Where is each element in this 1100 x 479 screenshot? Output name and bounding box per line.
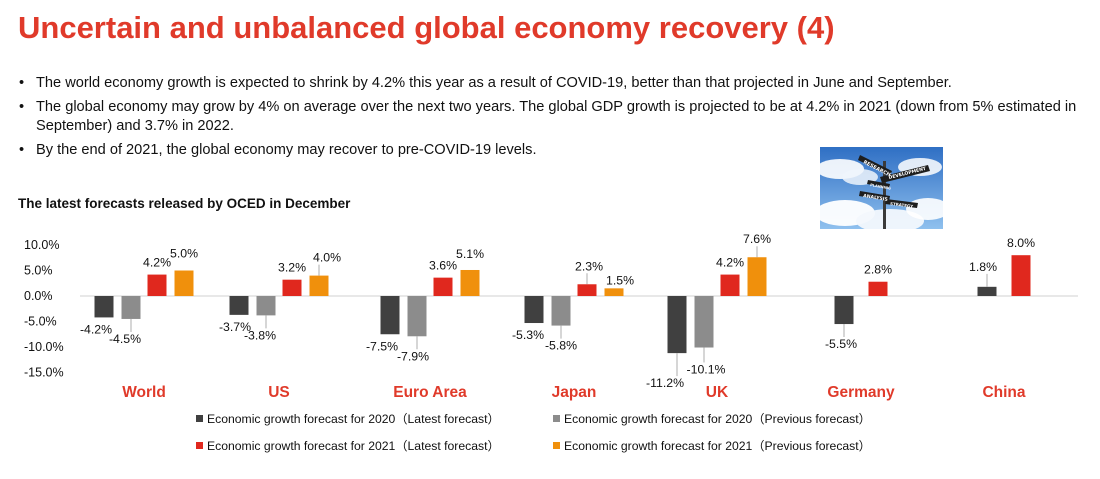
data-label: -11.2% xyxy=(646,376,684,390)
legend-label: Economic growth forecast for 2021（Previo… xyxy=(564,439,871,453)
bullet-item: The world economy growth is expected to … xyxy=(18,74,1086,93)
legend-item: Economic growth forecast for 2020（Previo… xyxy=(553,409,871,427)
x-category-label: World xyxy=(122,384,166,401)
legend-item: Economic growth forecast for 2020（Latest… xyxy=(196,409,500,427)
legend-swatch xyxy=(196,414,203,422)
bar xyxy=(309,275,329,296)
data-label: 1.8% xyxy=(969,260,997,274)
bullet-item: By the end of 2021, the global economy m… xyxy=(18,141,1086,160)
data-label: 5.0% xyxy=(170,247,198,261)
bar xyxy=(380,296,400,335)
bar xyxy=(121,296,141,319)
legend-item: Economic growth forecast for 2021（Latest… xyxy=(196,436,500,454)
bar xyxy=(460,269,480,296)
x-category-label: China xyxy=(982,384,1025,401)
y-tick-label: 0.0% xyxy=(24,289,53,303)
data-label: -5.8% xyxy=(545,339,577,353)
legend-label: Economic growth forecast for 2020（Latest… xyxy=(207,412,500,426)
bar xyxy=(551,296,571,326)
y-tick-label: 5.0% xyxy=(24,264,53,278)
data-label: -3.7% xyxy=(219,320,251,334)
data-label: -10.1% xyxy=(687,363,726,377)
bar xyxy=(94,296,114,318)
x-category-label: Germany xyxy=(827,384,895,401)
bar xyxy=(407,296,427,337)
bar xyxy=(604,288,624,296)
bar xyxy=(868,281,888,296)
bar xyxy=(977,286,997,296)
bar xyxy=(524,296,544,324)
y-tick-label: 10.0% xyxy=(24,238,59,252)
y-tick-label: -10.0% xyxy=(24,340,64,354)
data-label: -3.8% xyxy=(244,328,276,342)
x-category-label: Japan xyxy=(552,384,597,401)
data-label: 4.2% xyxy=(143,256,171,270)
legend-item: Economic growth forecast for 2021（Previo… xyxy=(553,436,871,454)
data-label: 2.8% xyxy=(864,263,892,277)
bar xyxy=(147,274,167,296)
bar xyxy=(256,296,276,316)
data-label: -4.2% xyxy=(80,322,112,336)
bar xyxy=(433,277,453,296)
data-label: -7.5% xyxy=(366,339,398,353)
bar-chart: 10.0% 5.0% 0.0% -5.0% -10.0% -15.0% -4.2%-4.5%… xyxy=(24,232,1078,401)
legend-label: Economic growth forecast for 2021（Latest… xyxy=(207,439,500,453)
data-label: 4.2% xyxy=(716,256,744,270)
data-label: 3.6% xyxy=(429,259,457,273)
data-label: 7.6% xyxy=(743,232,771,246)
bullet-list: The world economy growth is expected to … xyxy=(18,74,1086,165)
bar xyxy=(577,284,597,296)
legend-swatch xyxy=(553,441,560,449)
x-category-label: UK xyxy=(706,384,729,401)
bar xyxy=(282,279,302,296)
bar xyxy=(667,296,687,354)
sign-text: ANALYSIS xyxy=(863,193,888,203)
bar xyxy=(174,270,194,296)
signpost-image: RESEARCH DEVELOPMENT PLANNING ANALYSIS S… xyxy=(820,147,943,229)
data-label: 5.1% xyxy=(456,247,484,261)
legend-label: Economic growth forecast for 2020（Previo… xyxy=(564,412,871,426)
page-title: Uncertain and unbalanced global economy … xyxy=(18,10,835,45)
sign-text: STRATEGY xyxy=(890,201,914,209)
bar xyxy=(229,296,249,315)
legend-swatch xyxy=(196,441,203,449)
data-label: 4.0% xyxy=(313,251,341,265)
y-tick-label: -5.0% xyxy=(24,315,57,329)
bar xyxy=(720,274,740,296)
bar xyxy=(1011,255,1031,296)
sign-text: PLANNING xyxy=(870,183,891,191)
x-category-label: US xyxy=(268,384,290,401)
data-label: 1.5% xyxy=(606,273,634,287)
data-label: -5.3% xyxy=(512,328,544,342)
data-label: -7.9% xyxy=(397,349,429,363)
signpost-photo: RESEARCH DEVELOPMENT PLANNING ANALYSIS S… xyxy=(820,147,943,229)
legend-swatch xyxy=(553,414,560,422)
data-label: 3.2% xyxy=(278,261,306,275)
data-label: 8.0% xyxy=(1007,236,1035,250)
bar xyxy=(747,257,767,296)
data-label: -5.5% xyxy=(825,337,857,351)
chart-title: The latest forecasts released by OCED in… xyxy=(18,196,351,211)
y-tick-label: -15.0% xyxy=(24,366,64,380)
x-category-label: Euro Area xyxy=(393,384,467,401)
data-label: 2.3% xyxy=(575,259,603,273)
bar xyxy=(834,296,854,325)
bullet-item: The global economy may grow by 4% on ave… xyxy=(18,98,1086,136)
data-label: -4.5% xyxy=(109,332,141,346)
bar xyxy=(694,296,714,348)
